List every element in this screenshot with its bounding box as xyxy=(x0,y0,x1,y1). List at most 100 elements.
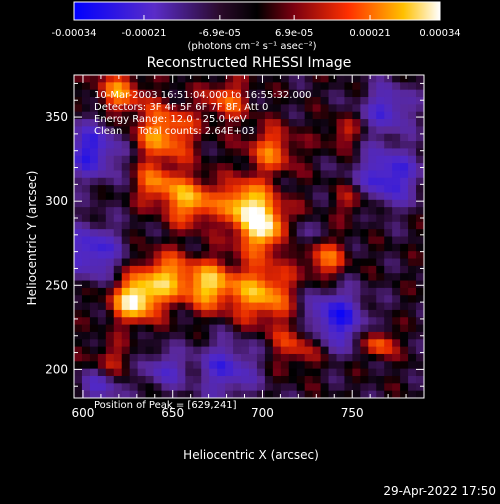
heatmap-cell xyxy=(153,302,163,311)
heatmap-cell xyxy=(177,324,186,333)
heatmap-cell xyxy=(185,75,194,83)
heatmap-cell xyxy=(113,214,123,223)
heatmap-cell xyxy=(304,104,314,113)
heatmap-cell xyxy=(368,214,377,223)
heatmap-cell xyxy=(113,383,123,392)
heatmap-cell xyxy=(153,170,163,179)
heatmap-cell xyxy=(320,126,330,135)
heatmap-cell xyxy=(249,177,258,186)
heatmap-cell xyxy=(249,229,258,238)
plot-frame xyxy=(73,74,425,399)
heatmap-cell xyxy=(217,390,226,398)
heatmap-cell xyxy=(105,324,115,333)
heatmap-cell xyxy=(416,89,424,98)
heatmap-cell xyxy=(113,273,123,282)
heatmap-cell xyxy=(121,75,131,83)
heatmap-cell xyxy=(256,192,266,201)
heatmap-cell xyxy=(161,185,171,194)
heatmap-cell xyxy=(249,375,258,384)
heatmap-cell xyxy=(304,163,314,172)
heatmap-cell xyxy=(105,192,115,201)
heatmap-cell xyxy=(145,280,155,289)
heatmap-cell xyxy=(169,243,178,252)
heatmap-cell xyxy=(328,258,338,267)
heatmap-cell xyxy=(352,104,361,113)
heatmap-cell xyxy=(272,141,282,150)
heatmap-cell xyxy=(272,383,282,392)
heatmap-cell xyxy=(121,251,131,260)
heatmap-cell xyxy=(225,375,234,384)
heatmap-cell xyxy=(81,339,91,348)
heatmap-cell xyxy=(288,104,298,113)
heatmap-cell xyxy=(304,243,314,252)
heatmap-cell xyxy=(296,273,306,282)
heatmap-cell xyxy=(201,170,210,179)
heatmap-cell xyxy=(113,104,123,113)
heatmap-cell xyxy=(280,141,290,150)
heatmap-cell xyxy=(360,258,369,267)
heatmap-cell xyxy=(320,309,330,318)
heatmap-cell xyxy=(400,302,409,311)
heatmap-cell xyxy=(304,287,314,296)
heatmap-cell xyxy=(376,119,385,127)
heatmap-cell xyxy=(113,368,123,377)
heatmap-cell xyxy=(217,236,226,245)
heatmap-cell xyxy=(312,75,322,83)
heatmap-cell xyxy=(312,170,322,179)
heatmap-cell xyxy=(400,383,409,392)
heatmap-cell xyxy=(193,126,202,135)
heatmap-cell xyxy=(225,170,234,179)
heatmap-cell xyxy=(201,89,210,98)
heatmap-cell xyxy=(201,265,210,274)
heatmap-cell xyxy=(328,287,338,296)
heatmap-cell xyxy=(416,280,424,289)
heatmap-cell xyxy=(225,339,234,348)
heatmap-cell xyxy=(360,346,369,355)
heatmap-cell xyxy=(105,229,115,238)
heatmap-cell xyxy=(400,89,409,98)
heatmap-cell xyxy=(376,82,385,91)
heatmap-cell xyxy=(193,258,202,267)
heatmap-cell xyxy=(272,353,282,362)
heatmap-cell xyxy=(376,243,385,252)
heatmap-cell xyxy=(209,368,218,377)
heatmap-cell xyxy=(384,331,393,340)
heatmap-cell xyxy=(392,221,401,230)
heatmap-cell xyxy=(376,221,385,230)
heatmap-cell xyxy=(328,280,338,289)
heatmap-cell xyxy=(256,280,266,289)
heatmap-cell xyxy=(328,390,338,398)
heatmap-cell xyxy=(177,214,186,223)
heatmap-cell xyxy=(416,353,424,362)
heatmap-cell xyxy=(264,251,274,260)
heatmap-cell xyxy=(129,185,139,194)
heatmap-cell xyxy=(105,111,115,120)
heatmap-cell xyxy=(169,155,178,164)
heatmap-cell xyxy=(217,111,226,120)
heatmap-cell xyxy=(392,324,401,333)
heatmap-cell xyxy=(137,383,147,392)
heatmap-cell xyxy=(384,170,393,179)
heatmap-cell xyxy=(74,265,83,274)
heatmap-cell xyxy=(304,251,314,260)
heatmap-cell xyxy=(177,317,186,326)
heatmap-cell xyxy=(288,192,298,201)
heatmap-cell xyxy=(97,207,107,216)
heatmap-cell xyxy=(153,361,163,370)
heatmap-cell xyxy=(193,133,202,142)
heatmap-cell xyxy=(368,236,377,245)
heatmap-cell xyxy=(384,229,393,238)
heatmap-cell xyxy=(177,251,186,260)
heatmap-cell xyxy=(328,317,338,326)
heatmap-cell xyxy=(344,214,353,223)
heatmap-cell xyxy=(328,192,338,201)
heatmap-cell xyxy=(256,243,266,252)
heatmap-cell xyxy=(344,287,353,296)
heatmap-cell xyxy=(177,243,186,252)
heatmap-cell xyxy=(288,331,298,340)
heatmap-cell xyxy=(129,126,139,135)
heatmap-cell xyxy=(233,295,242,304)
heatmap-cell xyxy=(185,177,194,186)
heatmap-cell xyxy=(113,111,123,120)
heatmap-cell xyxy=(368,155,377,164)
